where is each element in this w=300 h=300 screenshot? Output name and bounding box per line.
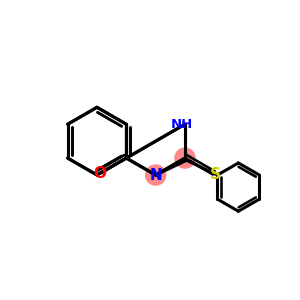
Circle shape (146, 165, 166, 185)
Text: NH: NH (171, 118, 193, 131)
Text: O: O (93, 166, 106, 181)
Text: N: N (149, 167, 162, 182)
Text: S: S (210, 167, 221, 182)
Circle shape (175, 148, 195, 168)
